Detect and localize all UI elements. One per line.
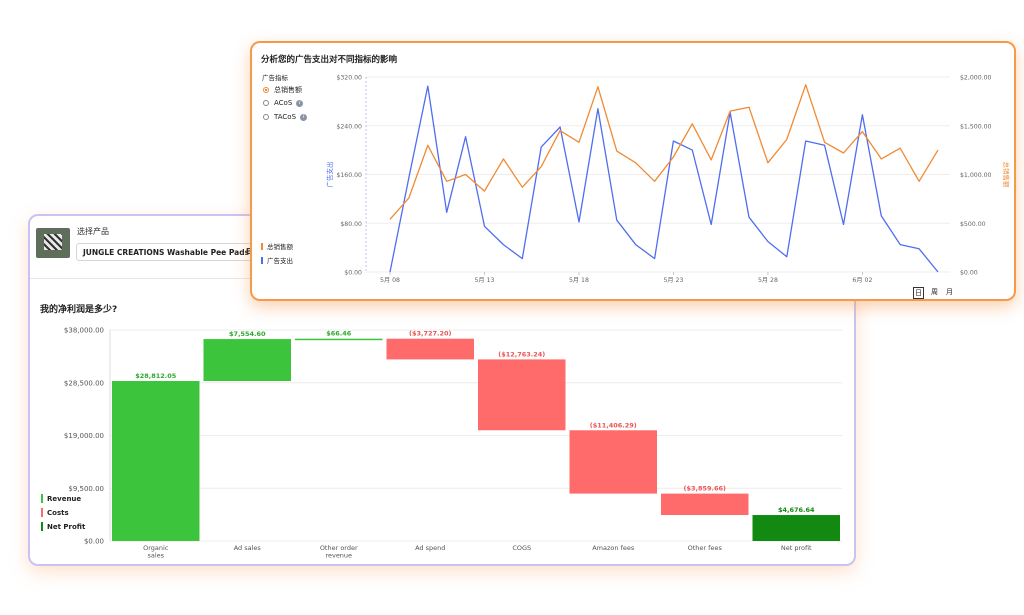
x-category-label: Ad sales	[234, 544, 262, 552]
y-tick-label: $320.00	[336, 75, 362, 82]
legend-net-profit: Net Profit	[41, 522, 85, 531]
info-icon[interactable]: i	[300, 113, 308, 121]
y-tick-label: $38,000.00	[64, 327, 104, 335]
net-profit-title: 我的净利润是多少?	[40, 305, 118, 315]
bar-value-label: ($11,406.29)	[590, 421, 637, 429]
x-tick-label: 6月 02	[852, 277, 872, 284]
waterfall-bar	[661, 493, 749, 516]
y-tick-label: $0.00	[84, 538, 104, 546]
legend-revenue: Revenue	[41, 494, 81, 503]
metric-radio-tacos[interactable]: TACoS i	[263, 113, 308, 121]
radio-selected-icon	[263, 87, 269, 93]
x-category-label: COGS	[512, 544, 531, 552]
bar-value-label: $7,554.60	[229, 330, 266, 338]
metric-radio-total-sales[interactable]: 总销售额	[263, 85, 302, 95]
bar-value-label: ($3,859.66)	[683, 485, 726, 493]
y-tick-label: $240.00	[336, 123, 362, 130]
waterfall-bar	[295, 338, 383, 341]
view-week-button[interactable]: 周	[931, 288, 938, 296]
y-axis-label: 广告支出	[325, 162, 334, 188]
bar-value-label: ($12,763.24)	[498, 350, 545, 358]
bar-value-label: $28,812.05	[135, 372, 177, 380]
waterfall-bar	[112, 381, 200, 541]
waterfall-bar	[386, 338, 474, 360]
product-select-extra: E	[246, 247, 252, 256]
x-category-label: Other order	[320, 544, 358, 552]
waterfall-bar	[752, 515, 840, 541]
radio-icon	[263, 100, 269, 106]
y-right-tick-label: $0.00	[960, 270, 978, 277]
y-right-tick-label: $1,500.00	[960, 123, 992, 130]
bar-value-label: $4,676.64	[778, 506, 815, 514]
x-tick-label: 5月 13	[474, 277, 494, 284]
ad-impact-title: 分析您的广告支出对不同指标的影响	[261, 55, 398, 65]
x-category-label: Other fees	[688, 544, 723, 552]
info-icon[interactable]: i	[296, 99, 304, 107]
metric-radio-acos[interactable]: ACoS i	[263, 99, 304, 107]
y-tick-label: $80.00	[340, 221, 362, 228]
series-line-ad-spend	[389, 85, 939, 273]
x-tick-label: 5月 23	[663, 277, 683, 284]
y-tick-label: $19,000.00	[64, 432, 104, 440]
product-thumbnail	[36, 228, 70, 258]
y-tick-label: $28,500.00	[64, 379, 104, 387]
y-tick-label: $160.00	[336, 172, 362, 179]
series-line-total-sales	[389, 84, 939, 220]
x-category-label: sales	[147, 552, 164, 560]
waterfall-bar	[478, 359, 566, 431]
y-tick-label: $9,500.00	[68, 485, 104, 493]
y-axis-right-label: 总销售额	[1002, 162, 1011, 189]
view-day-button[interactable]: 日	[913, 287, 924, 299]
view-month-button[interactable]: 月	[946, 288, 953, 296]
product-select-label: 选择产品	[77, 227, 109, 236]
waterfall-chart: $0.00 $9,500.00 $19,000.00 $28,500.00 $38,00…	[64, 327, 842, 560]
y-right-tick-label: $1,000.00	[960, 172, 992, 179]
x-tick-label: 5月 08	[380, 277, 400, 284]
legend-costs: Costs	[41, 508, 69, 517]
y-tick-label: $0.00	[344, 270, 362, 277]
ad-metric-title: 广告指标	[262, 74, 288, 82]
x-category-label: revenue	[325, 552, 352, 560]
x-category-label: Ad spend	[415, 544, 445, 552]
x-category-label: Amazon fees	[592, 544, 635, 552]
x-category-label: Net profit	[781, 544, 812, 552]
bar-value-label: ($3,727.20)	[409, 330, 452, 338]
x-category-label: Organic	[143, 544, 169, 552]
ad-spend-line-chart: $0.00 $80.00 $160.00 $240.00 $320.00 $0.00 $50…	[325, 75, 1011, 285]
legend-ad-spend: 广告支出	[261, 255, 293, 265]
x-tick-label: 5月 28	[758, 277, 778, 284]
y-right-tick-label: $2,000.00	[960, 75, 992, 82]
y-right-tick-label: $500.00	[960, 221, 986, 228]
x-tick-label: 5月 18	[569, 277, 589, 284]
ad-impact-card: 分析您的广告支出对不同指标的影响 广告指标 总销售额 ACoS i TACoS i …	[250, 41, 1016, 301]
waterfall-bar	[203, 339, 291, 382]
view-toggle: 日 周 月	[913, 287, 954, 299]
legend-total-sales: 总销售额	[261, 241, 293, 251]
radio-icon	[263, 114, 269, 120]
waterfall-bar	[569, 430, 657, 494]
bar-value-label: $66.46	[326, 330, 352, 338]
